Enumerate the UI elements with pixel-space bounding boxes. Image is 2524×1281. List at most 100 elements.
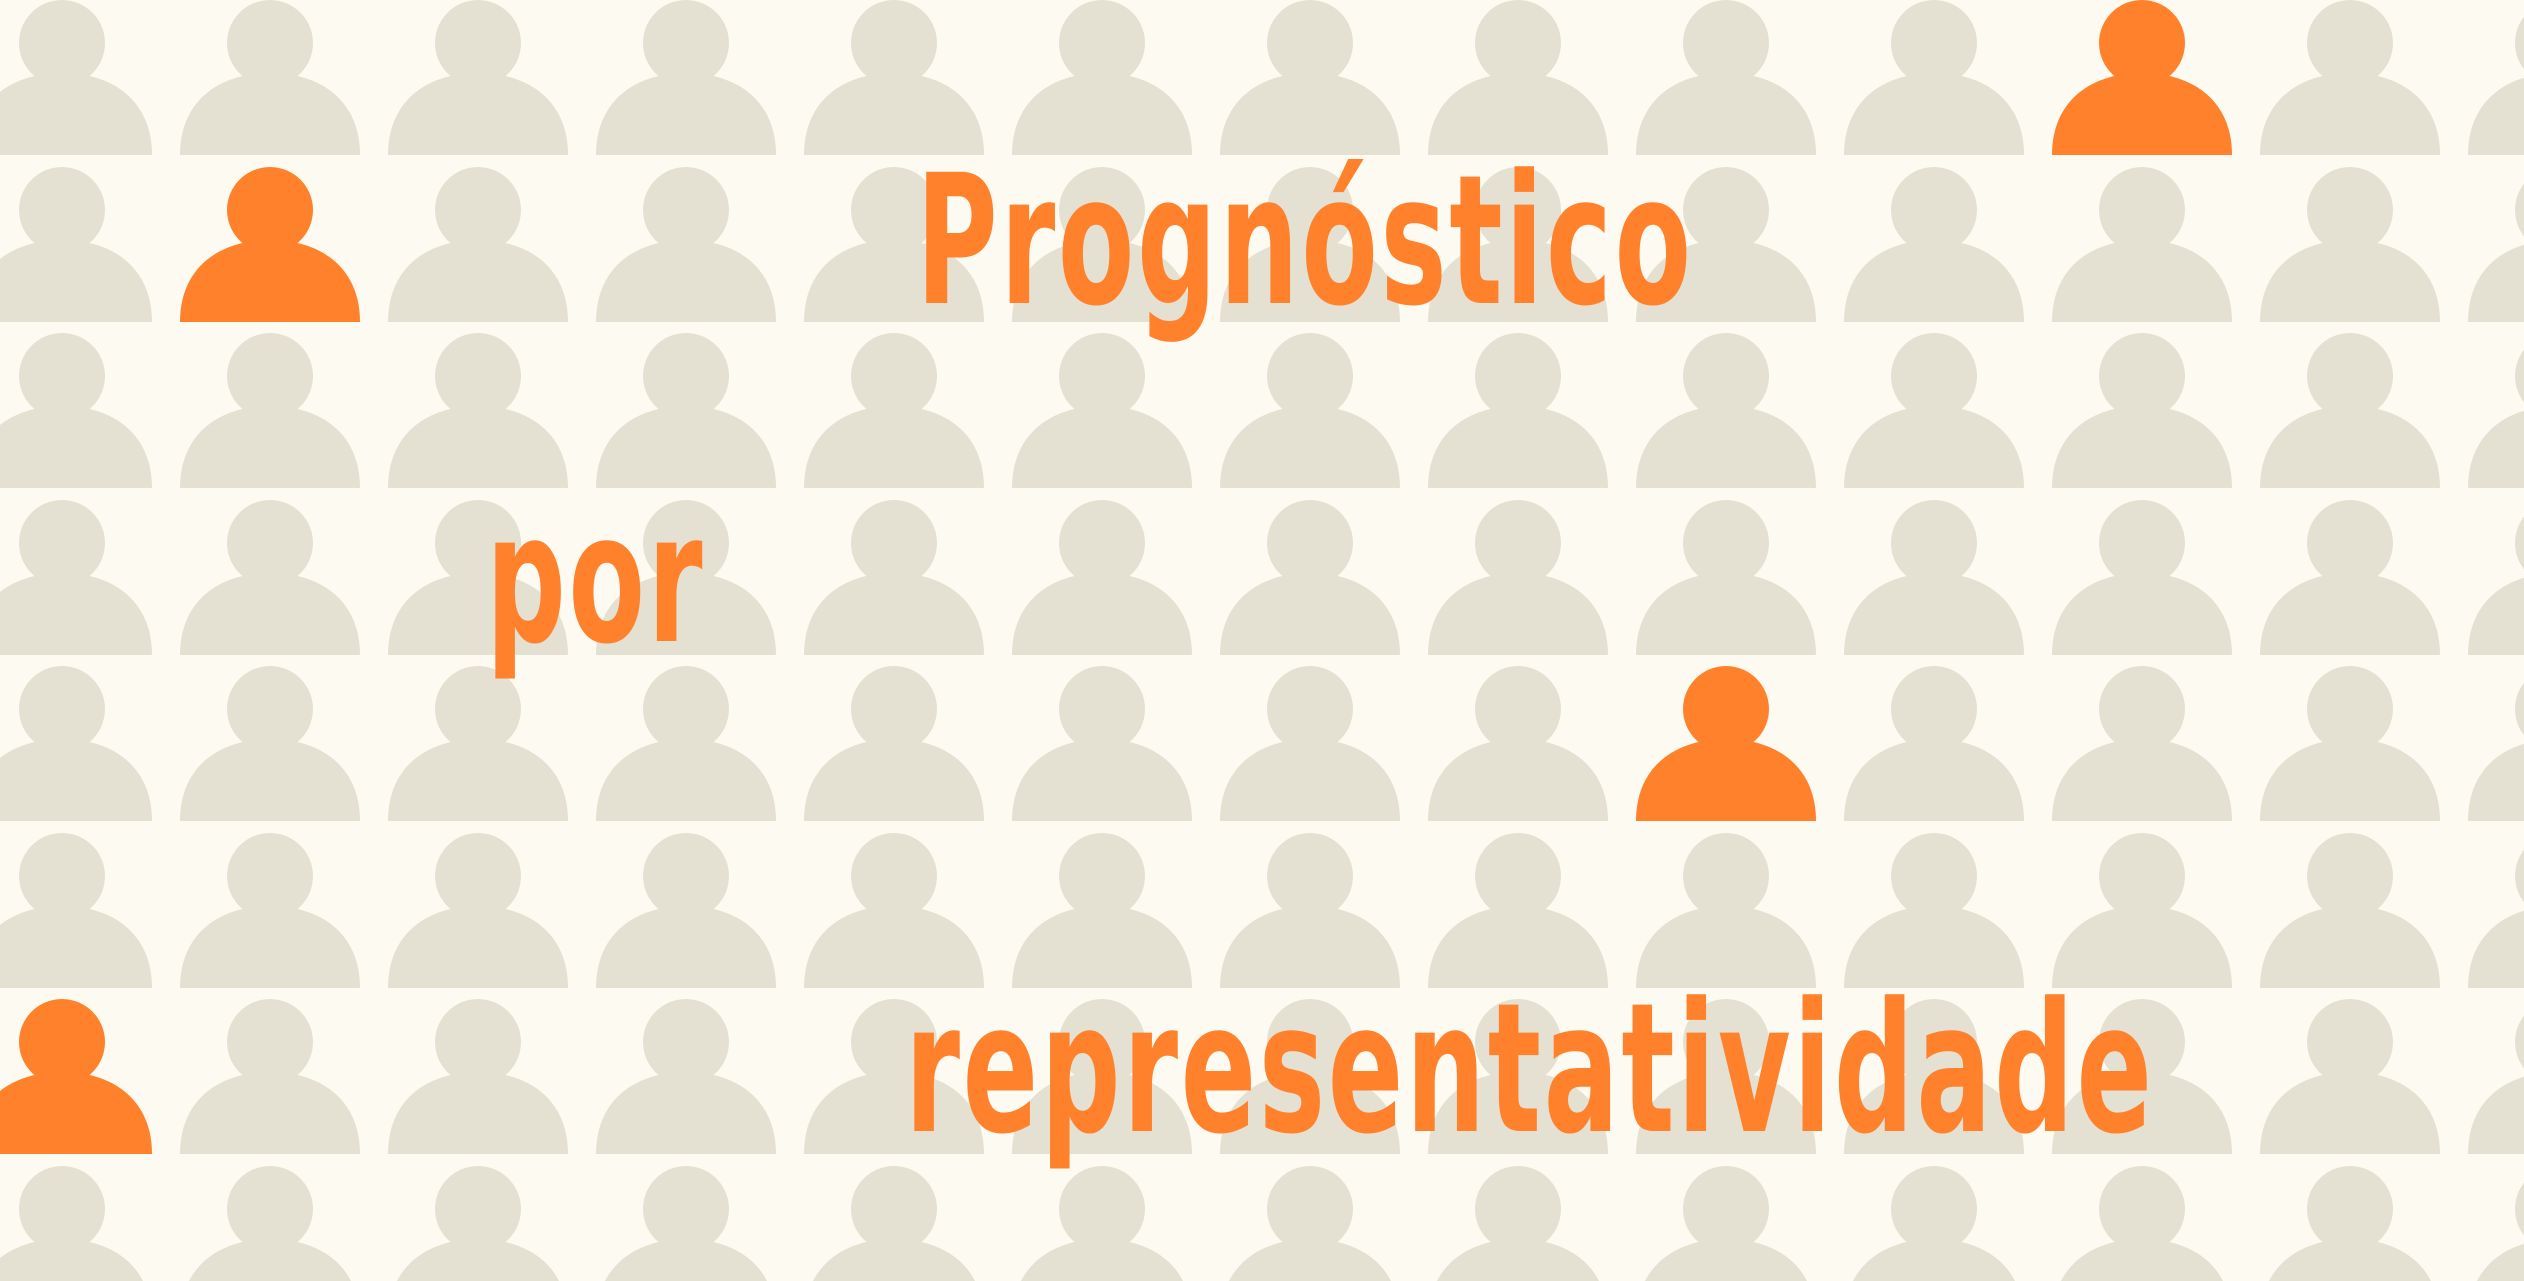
person-icon (596, 828, 776, 988)
person-icon (1012, 162, 1192, 322)
person-icon (1428, 1161, 1608, 1281)
person-icon (1012, 994, 1192, 1154)
person-icon (596, 328, 776, 488)
person-icon (1012, 661, 1192, 821)
person-icon (596, 0, 776, 155)
person-icon (388, 994, 568, 1154)
person-icon (1636, 162, 1816, 322)
person-icon (2052, 328, 2232, 488)
person-icon (804, 661, 984, 821)
person-icon (804, 162, 984, 322)
person-icon (1220, 328, 1400, 488)
person-icon (2468, 994, 2524, 1154)
person-icon (2468, 0, 2524, 155)
person-icon (388, 1161, 568, 1281)
person-icon (180, 495, 360, 655)
person-icon (2468, 1161, 2524, 1281)
person-icon (1012, 1161, 1192, 1281)
person-icon (1428, 0, 1608, 155)
title-line-3: representatividade (905, 965, 2155, 1174)
person-icon (0, 828, 152, 988)
person-icon (1636, 328, 1816, 488)
person-icon (1844, 828, 2024, 988)
person-icon (2260, 661, 2440, 821)
person-icon (1844, 994, 2024, 1154)
person-icon-highlighted (0, 994, 152, 1154)
person-icon (0, 495, 152, 655)
person-icon (180, 828, 360, 988)
person-icon (2260, 495, 2440, 655)
person-icon (1012, 828, 1192, 988)
person-icon (1012, 328, 1192, 488)
person-icon (596, 495, 776, 655)
person-icon (1636, 828, 1816, 988)
person-icon (2260, 328, 2440, 488)
person-icon (1220, 0, 1400, 155)
person-icon (1636, 0, 1816, 155)
person-icon (596, 994, 776, 1154)
person-icon (2260, 162, 2440, 322)
person-icon (1636, 1161, 1816, 1281)
person-icon (1428, 495, 1608, 655)
person-icon (1844, 162, 2024, 322)
person-icon (1428, 994, 1608, 1154)
person-icon (1636, 495, 1816, 655)
person-icon (596, 1161, 776, 1281)
person-icon (0, 162, 152, 322)
person-icon (1428, 328, 1608, 488)
person-icon (0, 1161, 152, 1281)
person-icon (388, 661, 568, 821)
person-icon (2052, 661, 2232, 821)
person-icon (1844, 661, 2024, 821)
person-icon (2468, 162, 2524, 322)
person-icon (804, 1161, 984, 1281)
person-icon (804, 495, 984, 655)
person-icon (1844, 328, 2024, 488)
person-icon (1220, 495, 1400, 655)
person-icon (2260, 1161, 2440, 1281)
person-icon (180, 0, 360, 155)
person-icon (1220, 661, 1400, 821)
person-icon (388, 162, 568, 322)
person-icon (388, 0, 568, 155)
person-icon (804, 328, 984, 488)
person-icon (2052, 828, 2232, 988)
person-icon (1012, 495, 1192, 655)
title-line-1: Prognóstico (916, 137, 1694, 346)
person-icon (804, 994, 984, 1154)
person-icon (1428, 162, 1608, 322)
person-icon (2468, 495, 2524, 655)
person-icon (388, 495, 568, 655)
title-line-2: por (486, 475, 706, 684)
person-icon (1428, 828, 1608, 988)
person-icon (596, 162, 776, 322)
person-icon-highlighted (1636, 661, 1816, 821)
person-icon (180, 1161, 360, 1281)
person-icon (2260, 994, 2440, 1154)
person-icon (2052, 495, 2232, 655)
person-icon (2052, 162, 2232, 322)
person-icon (180, 994, 360, 1154)
person-icon (804, 828, 984, 988)
person-icon (0, 328, 152, 488)
person-icon (1220, 162, 1400, 322)
person-icon (1220, 828, 1400, 988)
person-icon (1636, 994, 1816, 1154)
person-icon (2260, 828, 2440, 988)
person-icon (0, 0, 152, 155)
person-icon (1428, 661, 1608, 821)
person-icon (388, 328, 568, 488)
person-icon (180, 328, 360, 488)
person-icon (2052, 1161, 2232, 1281)
person-icon (2260, 0, 2440, 155)
person-icon (180, 661, 360, 821)
person-icon (2468, 828, 2524, 988)
person-icon (2468, 661, 2524, 821)
person-icon (1844, 495, 2024, 655)
person-icon (388, 828, 568, 988)
person-icon (1844, 0, 2024, 155)
person-icon (1220, 994, 1400, 1154)
person-icon (1012, 0, 1192, 155)
person-icon (596, 661, 776, 821)
